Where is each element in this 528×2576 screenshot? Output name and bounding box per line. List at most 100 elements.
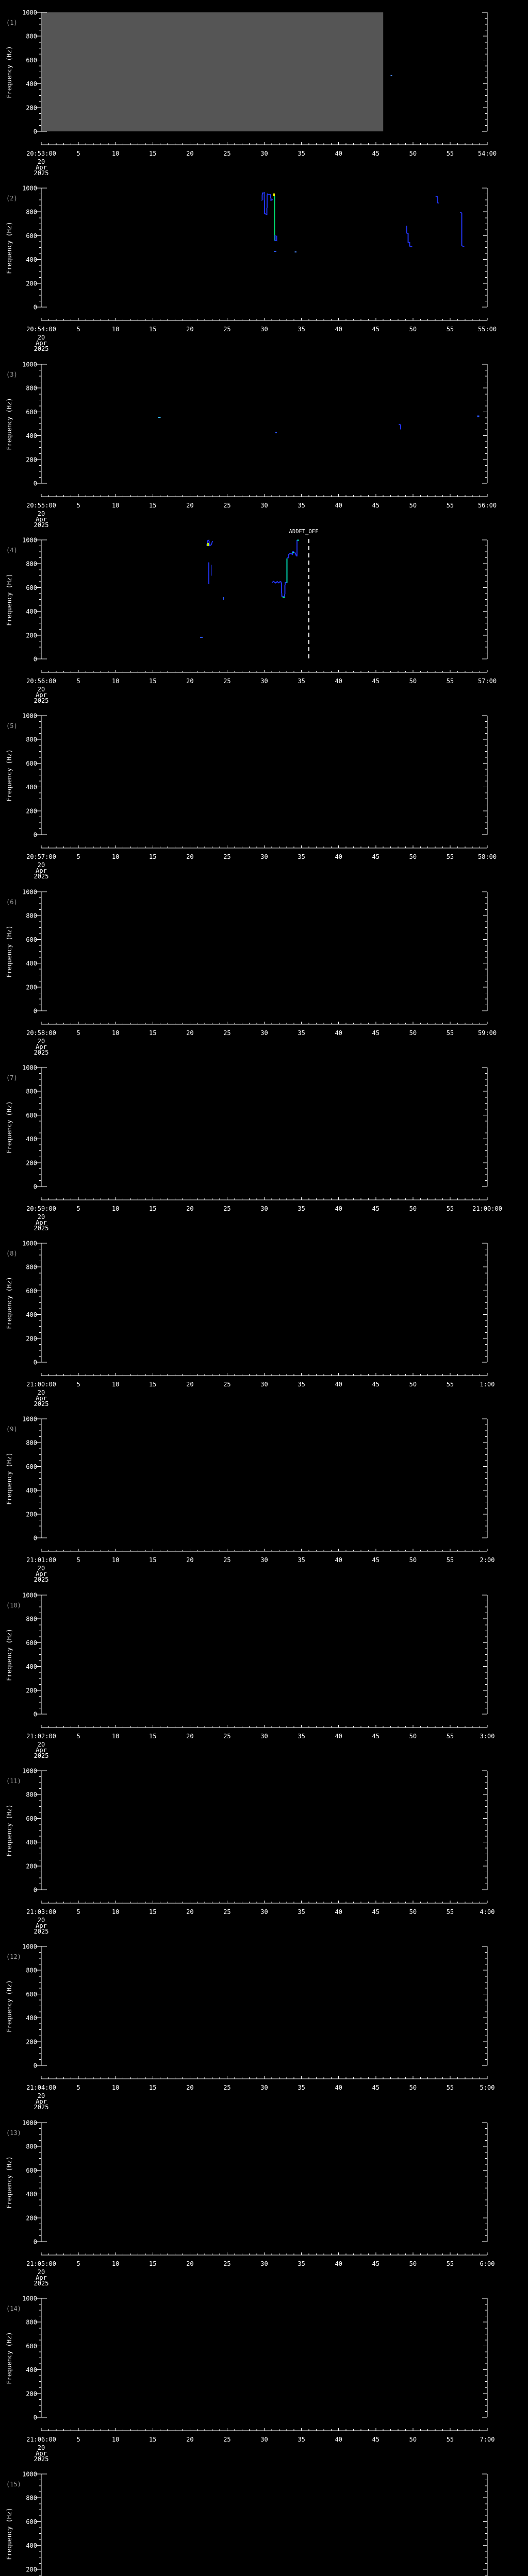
y-axis-title: Frequency (Hz) xyxy=(6,46,13,98)
x-tick-label: 10 xyxy=(112,150,119,157)
x-end-time-label: 5:00 xyxy=(480,2084,495,2091)
y-tick-label: 400 xyxy=(26,432,37,439)
x-tick-label: 5 xyxy=(76,853,80,860)
x-tick-label: 45 xyxy=(372,2260,380,2267)
y-tick-label: 0 xyxy=(34,480,37,487)
panel-number-label: (1) xyxy=(6,19,18,26)
y-tick-label: 400 xyxy=(26,1663,37,1670)
x-axis-date-line: 2025 xyxy=(34,1225,49,1231)
x-tick-label: 15 xyxy=(149,1029,156,1037)
x-start-time-label: 21:00:00 xyxy=(26,1381,56,1388)
x-tick-label: 50 xyxy=(409,150,417,157)
x-axis-date-line: 20 xyxy=(38,2444,45,2451)
y-tick-label: 1000 xyxy=(22,1943,37,1951)
y-tick-label: 600 xyxy=(26,232,37,240)
spectrogram-panel-4: (4) Frequency (Hz) 0 200 400 600 800 1000 20:56:… xyxy=(6,529,497,704)
x-tick-label: 50 xyxy=(409,502,417,509)
x-tick-label: 45 xyxy=(372,853,380,860)
signal-trace xyxy=(287,551,298,558)
y-tick-label: 600 xyxy=(26,936,37,943)
x-tick-label: 25 xyxy=(223,1733,230,1740)
y-tick-label: 400 xyxy=(26,1839,37,1846)
spectrogram-panel-3: (3) Frequency (Hz) 0 200 400 600 800 1000 20:55:… xyxy=(6,361,497,528)
x-axis-date-line: Apr xyxy=(36,340,47,347)
y-tick-label: 200 xyxy=(26,280,37,287)
x-tick-label: 55 xyxy=(447,1733,454,1740)
x-tick-label: 20 xyxy=(186,853,193,860)
y-tick-label: 800 xyxy=(26,2495,37,2502)
y-tick-label: 400 xyxy=(26,608,37,615)
signal-trace xyxy=(261,192,273,216)
x-tick-label: 40 xyxy=(335,150,342,157)
x-tick-label: 35 xyxy=(298,677,305,685)
x-axis-date-line: 2025 xyxy=(34,2280,49,2286)
x-axis-date-line: 2025 xyxy=(34,1752,49,1759)
x-axis-date-line: 20 xyxy=(38,1741,45,1748)
x-tick-label: 45 xyxy=(372,150,380,157)
x-tick-label: 40 xyxy=(335,2260,342,2267)
x-axis-date-line: 20 xyxy=(38,1038,45,1045)
y-tick-label: 1000 xyxy=(22,185,37,192)
x-tick-label: 55 xyxy=(447,2436,454,2443)
x-tick-label: 45 xyxy=(372,677,380,685)
x-tick-label: 20 xyxy=(186,1908,193,1916)
x-tick-label: 35 xyxy=(298,1908,305,1916)
y-tick-label: 400 xyxy=(26,1311,37,1318)
x-tick-label: 45 xyxy=(372,2084,380,2091)
y-tick-label: 400 xyxy=(26,2542,37,2549)
y-tick-label: 600 xyxy=(26,1991,37,1998)
x-tick-label: 30 xyxy=(260,1733,268,1740)
x-start-time-label: 21:02:00 xyxy=(26,1733,56,1740)
x-tick-label: 5 xyxy=(76,1908,80,1916)
x-tick-label: 40 xyxy=(335,326,342,333)
x-tick-label: 20 xyxy=(186,326,193,333)
signal-trace xyxy=(459,212,465,247)
y-tick-label: 1000 xyxy=(22,9,37,16)
x-tick-label: 55 xyxy=(447,853,454,860)
x-start-time-label: 21:03:00 xyxy=(26,1908,56,1916)
x-axis-date-line: 20 xyxy=(38,1213,45,1221)
y-tick-label: 400 xyxy=(26,2366,37,2374)
signal-trace xyxy=(406,226,412,247)
panel-number-label: (3) xyxy=(6,371,18,378)
x-tick-label: 10 xyxy=(112,2084,119,2091)
x-tick-label: 5 xyxy=(76,2084,80,2091)
x-start-time-label: 20:56:00 xyxy=(26,677,56,685)
x-tick-label: 40 xyxy=(335,677,342,685)
x-end-time-label: 2:00 xyxy=(480,1556,495,1564)
x-tick-label: 35 xyxy=(298,2260,305,2267)
panel-number-label: (7) xyxy=(6,1074,18,1081)
panel-number-label: (13) xyxy=(6,2129,21,2137)
x-end-time-label: 3:00 xyxy=(480,1733,495,1740)
y-tick-label: 800 xyxy=(26,1088,37,1095)
x-tick-label: 10 xyxy=(112,1733,119,1740)
x-tick-label: 10 xyxy=(112,1908,119,1916)
y-tick-label: 1000 xyxy=(22,1064,37,1071)
signal-mark xyxy=(390,75,392,77)
signal-mark xyxy=(292,552,294,554)
y-tick-label: 1000 xyxy=(22,1767,37,1774)
x-tick-label: 30 xyxy=(260,853,268,860)
y-tick-label: 0 xyxy=(34,2414,37,2421)
y-tick-label: 800 xyxy=(26,561,37,568)
x-tick-label: 25 xyxy=(223,853,230,860)
y-tick-label: 400 xyxy=(26,2014,37,2022)
y-tick-label: 600 xyxy=(26,408,37,415)
x-axis-date-line: Apr xyxy=(36,867,47,874)
y-tick-label: 600 xyxy=(26,2518,37,2526)
x-tick-label: 30 xyxy=(260,326,268,333)
x-tick-label: 45 xyxy=(372,1381,380,1388)
panel-number-label: (4) xyxy=(6,547,18,554)
y-tick-label: 600 xyxy=(26,1463,37,1470)
y-tick-label: 600 xyxy=(26,1287,37,1295)
x-end-time-label: 4:00 xyxy=(480,1908,495,1916)
y-tick-label: 800 xyxy=(26,33,37,40)
signal-mark xyxy=(297,539,300,541)
x-axis-date-line: 20 xyxy=(38,1565,45,1572)
x-tick-label: 50 xyxy=(409,326,417,333)
x-tick-label: 10 xyxy=(112,502,119,509)
x-axis-date-line: 20 xyxy=(38,334,45,341)
x-tick-label: 50 xyxy=(409,2260,417,2267)
spectrogram-panel-14: (14) Frequency (Hz) 0 200 400 600 800 1000 21:06… xyxy=(6,2295,494,2462)
x-tick-label: 30 xyxy=(260,1381,268,1388)
